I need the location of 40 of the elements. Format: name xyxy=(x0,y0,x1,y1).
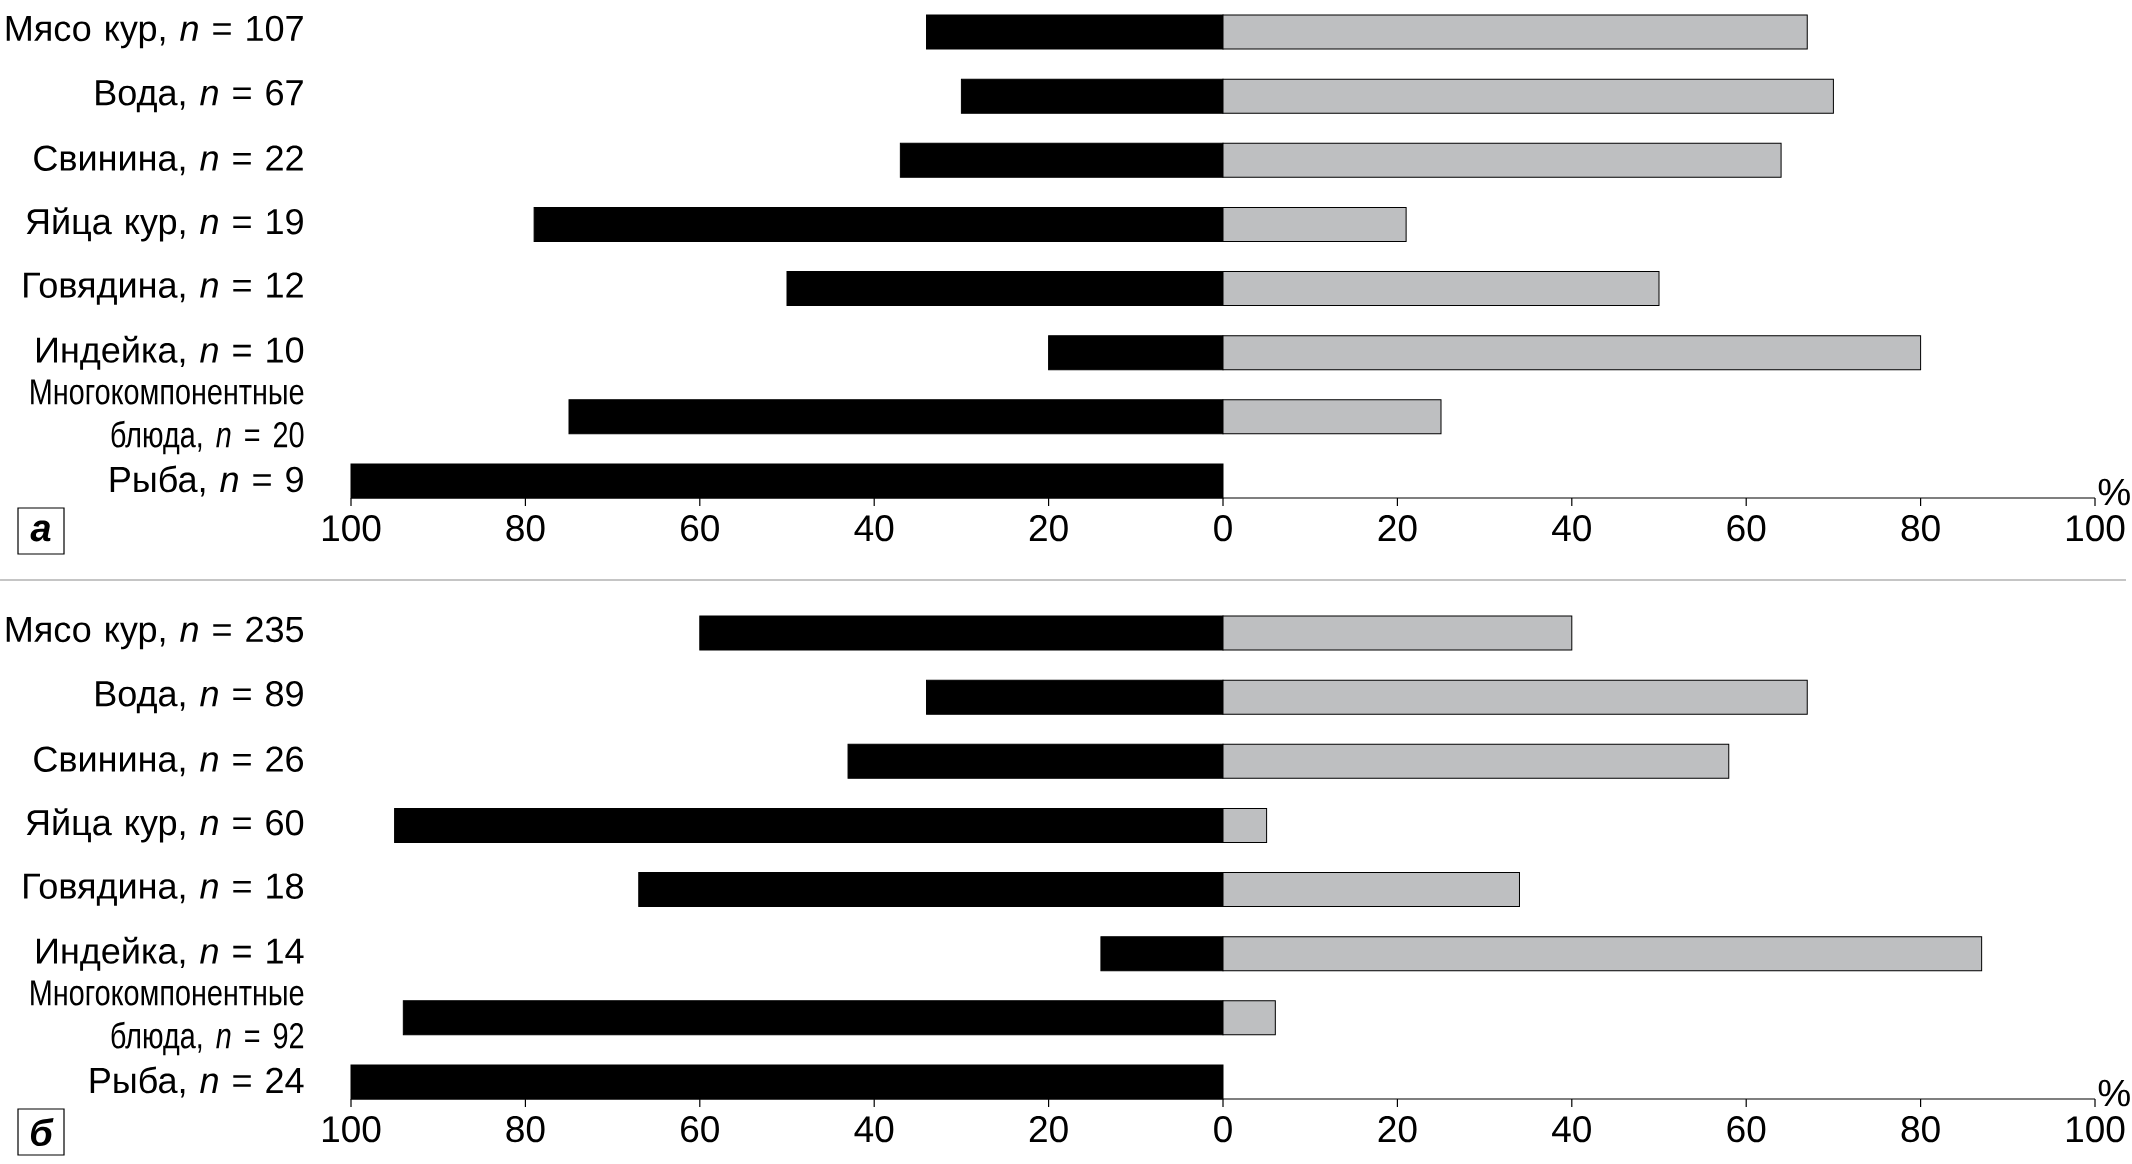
x-tick-label: 60 xyxy=(681,1116,719,1143)
x-axis-title: % xyxy=(2098,1079,2130,1107)
y-tick-label: Яйца кур, n = 19 xyxy=(26,207,303,242)
x-tick-label: 40 xyxy=(854,1116,894,1143)
y-tick-label: Рыба, n = 9 xyxy=(110,465,303,497)
y-tick-label: Яйца кур, n = 60 xyxy=(26,808,304,843)
x-tick-label: 100 xyxy=(322,1116,381,1143)
x-tick-label: 100 xyxy=(2066,515,2125,542)
y-tick-label: Мясо кур, n = 107 xyxy=(6,15,303,49)
y-tick-label: Говядина, n = 18 xyxy=(24,873,304,906)
text: б xyxy=(30,1117,54,1147)
x-tick-label: 100 xyxy=(2066,1116,2125,1143)
x-tick-label: 20 xyxy=(1029,515,1068,542)
x-tick-label: 80 xyxy=(1901,515,1940,542)
x-tick-label: 40 xyxy=(1552,515,1591,542)
x-tick-label: 20 xyxy=(1378,1116,1417,1143)
y-tick-label: Рыба, n = 24 xyxy=(90,1066,304,1098)
x-tick-label: 20 xyxy=(1378,515,1417,542)
y-tick-label: Мясо кур, n = 235 xyxy=(6,616,304,650)
x-tick-label: 20 xyxy=(1029,1116,1068,1143)
x-tick-label: 0 xyxy=(1214,1116,1232,1143)
x-tick-label: 40 xyxy=(1552,1116,1591,1143)
y-tick-label: Вода, n = 67 xyxy=(96,79,303,113)
y-tick-label: Свинина, n = 22 xyxy=(34,145,303,176)
x-tick-label: 80 xyxy=(1901,1116,1940,1143)
x-tick-label: 0 xyxy=(1214,515,1232,542)
y-tick-label: Вода, n = 89 xyxy=(96,680,303,714)
x-tick-label: 100 xyxy=(322,515,381,542)
y-tick-label: Индейка, n = 10 xyxy=(37,335,304,370)
x-tick-label: 60 xyxy=(1727,515,1766,542)
y-tick-label: Свинина, n = 26 xyxy=(34,746,303,777)
x-tick-label: 60 xyxy=(1727,1116,1766,1143)
x-tick-label: 40 xyxy=(854,515,894,542)
y-tick-label: Индейка, n = 14 xyxy=(37,936,304,971)
y-tick-label: Говядина, n = 12 xyxy=(24,272,303,305)
x-tick-label: 80 xyxy=(506,515,545,542)
text: а xyxy=(30,520,51,542)
x-tick-label: 60 xyxy=(681,515,719,542)
x-tick-label: 80 xyxy=(506,1116,545,1143)
x-axis-title: % xyxy=(2098,478,2130,506)
